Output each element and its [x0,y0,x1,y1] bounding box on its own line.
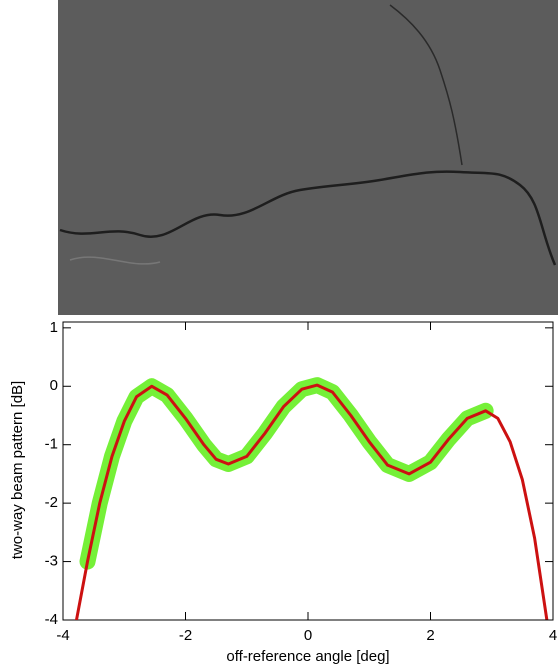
y-tick-label: -4 [45,611,58,628]
x-tick-label: 4 [549,627,557,644]
plot-area [74,377,549,620]
x-tick-label: 0 [304,627,312,644]
y-tick-label: -3 [45,553,58,570]
x-tick-label: -2 [179,627,192,644]
y-tick-label: -2 [45,494,58,511]
x-tick-label: -4 [56,627,69,644]
y-tick-label: -1 [45,436,58,453]
sar-image [58,0,558,315]
measured-band [79,377,494,570]
model-curve [74,383,549,620]
y-tick-label: 1 [50,319,58,336]
y-tick-label: 0 [50,377,58,394]
y-axis-label: two-way beam pattern [dB] [9,381,26,559]
x-tick-label: 2 [426,627,434,644]
x-axis-label: off-reference angle [deg] [226,648,389,665]
plot-frame [62,321,554,621]
